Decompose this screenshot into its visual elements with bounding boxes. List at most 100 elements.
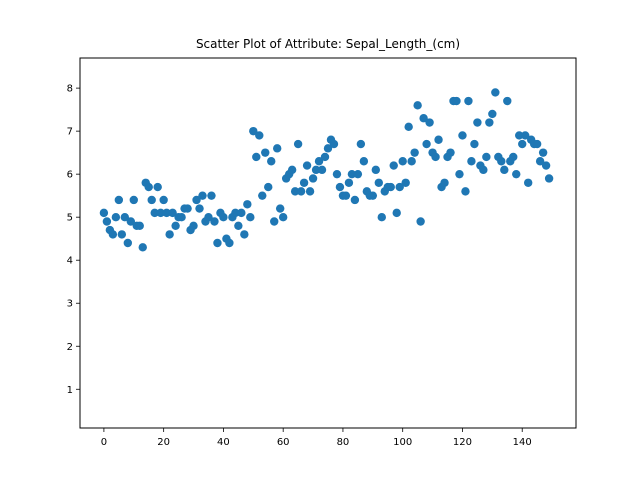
data-point (126, 217, 135, 226)
data-point (518, 139, 527, 149)
data-point (144, 182, 153, 192)
data-point (273, 144, 282, 153)
data-point (240, 230, 249, 239)
data-point (159, 195, 168, 205)
data-point (207, 191, 216, 200)
data-point (117, 230, 127, 239)
y-tick-label: 7 (67, 127, 73, 138)
data-point (234, 221, 243, 230)
data-point (434, 135, 443, 144)
data-point (455, 169, 464, 179)
data-point (371, 165, 381, 175)
data-point (195, 204, 204, 213)
chart-title: Scatter Plot of Attribute: Sepal_Length_… (196, 37, 460, 51)
data-point (410, 148, 419, 157)
data-point (162, 208, 171, 218)
data-point (473, 118, 482, 127)
data-point (374, 178, 383, 187)
data-point (237, 208, 246, 218)
data-point (392, 208, 401, 218)
data-point (147, 195, 156, 205)
data-point (114, 195, 124, 205)
data-point (359, 157, 369, 166)
data-point (305, 187, 315, 196)
x-tick-label: 20 (157, 437, 170, 448)
data-point (177, 212, 186, 222)
data-point (261, 148, 270, 157)
data-point (275, 204, 285, 213)
data-point (425, 118, 434, 127)
data-point (102, 217, 112, 226)
data-point (156, 208, 165, 218)
data-point (488, 109, 497, 119)
data-point (515, 131, 524, 140)
y-tick-label: 6 (67, 170, 73, 181)
data-point (290, 187, 300, 196)
data-point (467, 157, 476, 166)
data-point (485, 118, 494, 127)
data-point (317, 165, 327, 175)
data-point (344, 178, 354, 187)
data-point (353, 169, 363, 179)
x-tick-label: 80 (337, 437, 350, 448)
data-point (464, 96, 473, 106)
data-point (413, 101, 422, 110)
data-point (302, 161, 312, 170)
y-tick-label: 5 (67, 213, 73, 224)
data-point (171, 221, 180, 230)
data-point (398, 157, 407, 166)
data-point (311, 165, 321, 175)
data-point (270, 217, 279, 226)
data-point (287, 165, 297, 175)
data-point (258, 191, 267, 200)
data-point (491, 88, 500, 97)
data-point (386, 182, 395, 192)
data-point (278, 212, 288, 222)
y-axis-ticks: 1 2 3 4 5 6 7 8 (67, 84, 80, 396)
data-point (243, 200, 252, 209)
x-axis-ticks: 0 20 40 60 80 100 120 140 (101, 428, 532, 448)
data-point (541, 161, 551, 170)
x-tick-label: 60 (277, 437, 290, 448)
data-point (535, 157, 545, 166)
data-point (252, 152, 261, 162)
data-point (323, 144, 333, 153)
data-point (416, 217, 425, 226)
data-point (123, 238, 133, 248)
data-point (129, 195, 138, 205)
data-point (341, 191, 351, 200)
data-point (356, 139, 366, 149)
data-point (264, 182, 273, 192)
data-point (500, 165, 509, 175)
data-point (482, 152, 491, 162)
data-point (150, 208, 159, 218)
data-point (99, 208, 109, 218)
data-point (120, 212, 130, 222)
data-point (335, 182, 345, 192)
data-point (204, 212, 213, 222)
y-tick-label: 3 (67, 299, 73, 310)
data-point (521, 131, 530, 140)
data-point (470, 139, 479, 149)
data-point (440, 178, 449, 187)
data-point (293, 139, 303, 149)
data-point (452, 96, 461, 106)
data-point (138, 243, 147, 252)
data-point (395, 182, 404, 192)
x-tick-label: 0 (101, 437, 107, 448)
data-point (350, 195, 360, 205)
data-point (165, 230, 174, 239)
data-point (401, 178, 410, 187)
data-point (108, 230, 118, 239)
data-point (503, 96, 512, 106)
data-point (249, 126, 258, 136)
data-point (347, 169, 357, 179)
data-point (377, 212, 386, 222)
data-point (255, 131, 264, 140)
data-point (431, 152, 440, 162)
y-tick-label: 8 (67, 84, 73, 95)
data-point (168, 208, 177, 218)
data-point (419, 114, 428, 123)
data-point (189, 221, 198, 230)
